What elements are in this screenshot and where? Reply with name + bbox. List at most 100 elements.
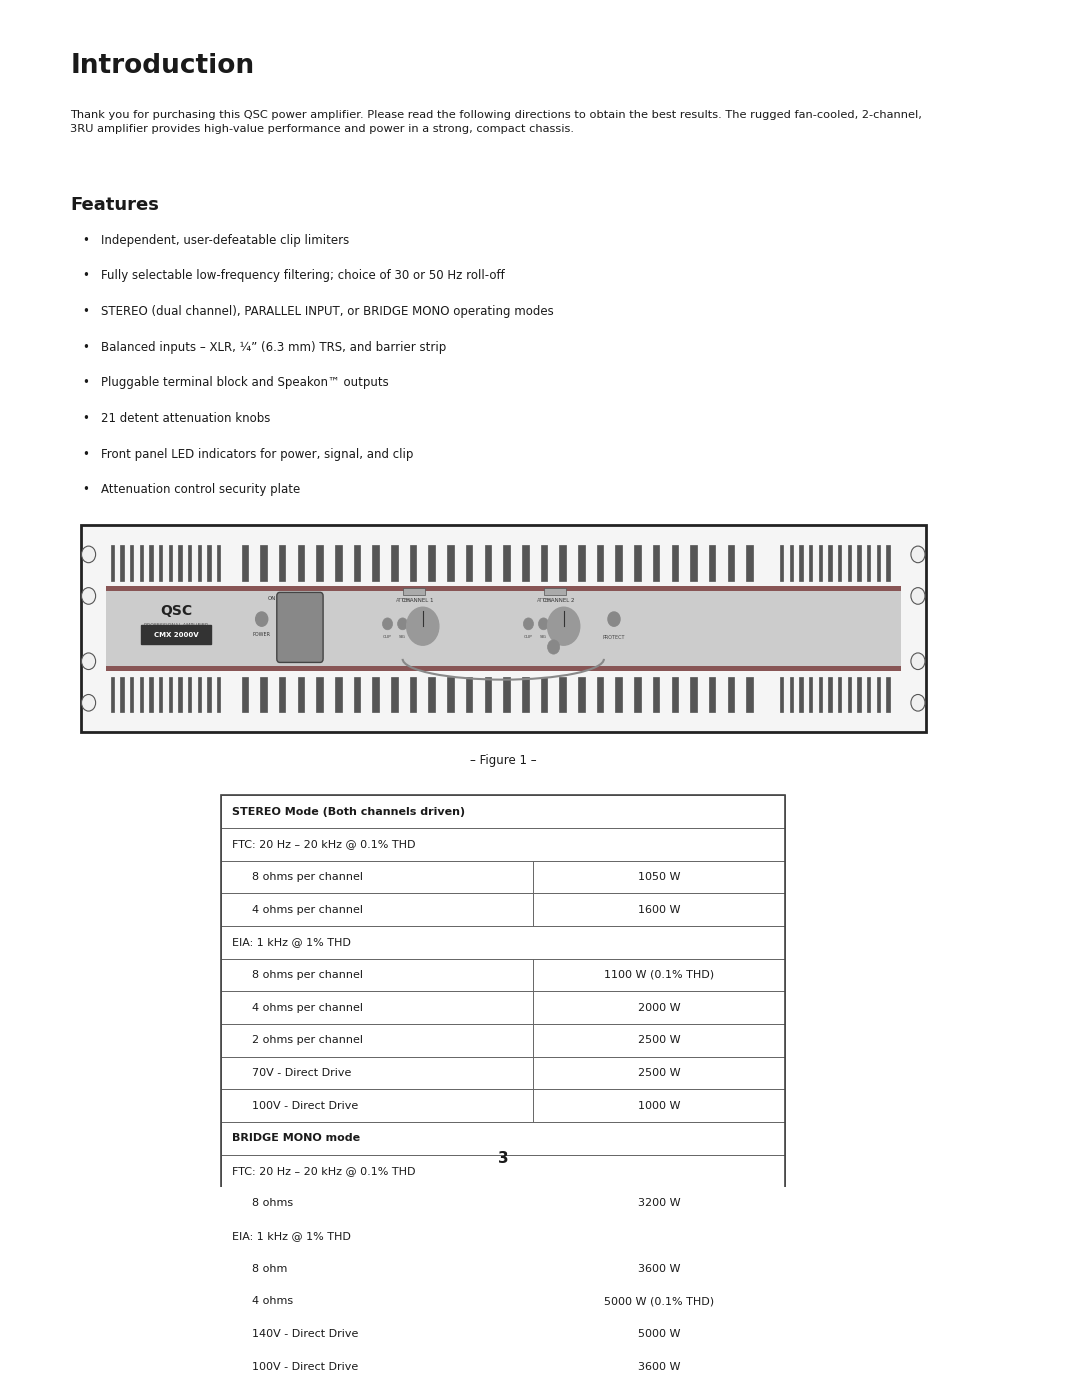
- Bar: [799, 545, 802, 581]
- Bar: [354, 676, 361, 712]
- Bar: [447, 676, 454, 712]
- Text: 4 ohms per channel: 4 ohms per channel: [252, 905, 363, 915]
- Bar: [541, 545, 548, 581]
- Text: ON: ON: [268, 597, 276, 601]
- Bar: [403, 588, 424, 595]
- Bar: [391, 676, 397, 712]
- Circle shape: [382, 617, 392, 630]
- Bar: [409, 545, 417, 581]
- Text: 2000 W: 2000 W: [638, 1003, 680, 1013]
- Bar: [120, 676, 124, 712]
- Bar: [465, 545, 472, 581]
- Text: •: •: [82, 376, 90, 390]
- Text: 4 ohms per channel: 4 ohms per channel: [252, 1003, 363, 1013]
- Text: 5000 W (0.1% THD): 5000 W (0.1% THD): [604, 1296, 714, 1306]
- Text: EIA: 1 kHz @ 1% THD: EIA: 1 kHz @ 1% THD: [231, 937, 350, 947]
- Bar: [198, 545, 201, 581]
- Bar: [298, 545, 305, 581]
- Bar: [541, 676, 548, 712]
- Bar: [391, 545, 397, 581]
- Text: 140V - Direct Drive: 140V - Direct Drive: [252, 1329, 357, 1340]
- Bar: [279, 545, 285, 581]
- Bar: [149, 545, 152, 581]
- Bar: [465, 676, 472, 712]
- Bar: [221, 1220, 785, 1253]
- Bar: [522, 676, 528, 712]
- Bar: [780, 545, 783, 581]
- Circle shape: [910, 652, 924, 669]
- Bar: [634, 545, 640, 581]
- Text: Front panel LED indicators for power, signal, and clip: Front panel LED indicators for power, si…: [100, 447, 413, 461]
- Bar: [188, 676, 191, 712]
- Text: •: •: [82, 305, 90, 319]
- Text: 2500 W: 2500 W: [638, 1035, 680, 1045]
- Text: PROTECT: PROTECT: [603, 634, 625, 640]
- Bar: [597, 676, 604, 712]
- Text: 1100 W (0.1% THD): 1100 W (0.1% THD): [604, 970, 714, 979]
- Bar: [616, 676, 622, 712]
- Bar: [111, 676, 114, 712]
- Text: ATTEN: ATTEN: [395, 598, 411, 604]
- Bar: [828, 676, 832, 712]
- Text: CLIP: CLIP: [524, 634, 532, 638]
- Bar: [168, 676, 172, 712]
- Bar: [221, 992, 785, 1024]
- Bar: [858, 676, 861, 712]
- Text: 8 ohm: 8 ohm: [252, 1264, 287, 1274]
- Text: 100V - Direct Drive: 100V - Direct Drive: [252, 1101, 357, 1111]
- Bar: [690, 545, 697, 581]
- Bar: [616, 545, 622, 581]
- Text: PROFESSIONAL AMPLIFIER: PROFESSIONAL AMPLIFIER: [144, 623, 208, 627]
- Circle shape: [256, 612, 268, 626]
- Bar: [858, 545, 861, 581]
- Text: •: •: [82, 447, 90, 461]
- Circle shape: [397, 617, 407, 630]
- Circle shape: [81, 652, 96, 669]
- Bar: [708, 545, 715, 581]
- Text: STEREO Mode (Both channels driven): STEREO Mode (Both channels driven): [231, 806, 464, 817]
- Bar: [809, 545, 812, 581]
- Text: 3600 W: 3600 W: [638, 1362, 680, 1372]
- Text: 70V - Direct Drive: 70V - Direct Drive: [252, 1067, 351, 1078]
- Bar: [708, 676, 715, 712]
- Text: 100V - Direct Drive: 100V - Direct Drive: [252, 1362, 357, 1372]
- Bar: [260, 676, 267, 712]
- Bar: [159, 676, 162, 712]
- Bar: [207, 545, 211, 581]
- Text: Features: Features: [70, 196, 160, 214]
- Bar: [848, 676, 851, 712]
- Bar: [221, 1024, 785, 1056]
- Text: STEREO (dual channel), PARALLEL INPUT, or BRIDGE MONO operating modes: STEREO (dual channel), PARALLEL INPUT, o…: [100, 305, 553, 319]
- Bar: [221, 795, 785, 1383]
- Bar: [298, 676, 305, 712]
- Bar: [485, 545, 491, 581]
- Bar: [207, 676, 211, 712]
- Text: 1000 W: 1000 W: [638, 1101, 680, 1111]
- Text: 8 ohms per channel: 8 ohms per channel: [252, 872, 363, 882]
- Text: Balanced inputs – XLR, ¼” (6.3 mm) TRS, and barrier strip: Balanced inputs – XLR, ¼” (6.3 mm) TRS, …: [100, 341, 446, 353]
- Text: CMX 2000V: CMX 2000V: [153, 631, 199, 637]
- Bar: [178, 676, 181, 712]
- Circle shape: [539, 617, 549, 630]
- Text: SIG: SIG: [540, 634, 548, 638]
- Bar: [242, 676, 248, 712]
- Circle shape: [548, 608, 580, 645]
- Bar: [335, 676, 341, 712]
- Text: 3600 W: 3600 W: [638, 1264, 680, 1274]
- Bar: [217, 676, 220, 712]
- Bar: [373, 545, 379, 581]
- Bar: [221, 1285, 785, 1317]
- Bar: [522, 545, 528, 581]
- Bar: [221, 828, 785, 861]
- Text: Attenuation control security plate: Attenuation control security plate: [100, 483, 300, 496]
- Text: •: •: [82, 233, 90, 247]
- Text: – Figure 1 –: – Figure 1 –: [470, 754, 537, 767]
- Bar: [221, 958, 785, 992]
- Bar: [819, 676, 822, 712]
- Bar: [503, 676, 510, 712]
- Bar: [221, 861, 785, 893]
- Bar: [485, 676, 491, 712]
- Bar: [789, 676, 793, 712]
- Circle shape: [81, 588, 96, 605]
- Bar: [728, 676, 734, 712]
